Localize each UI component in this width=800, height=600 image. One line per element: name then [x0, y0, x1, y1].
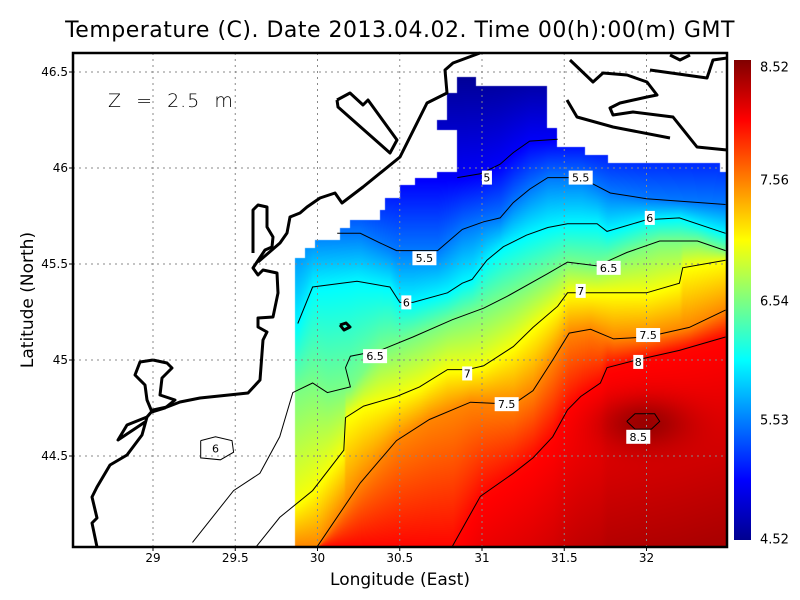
- y-tick-label: 45.5: [41, 257, 68, 271]
- contour-lines: [192, 138, 726, 547]
- contour-label: 5: [483, 172, 490, 185]
- coastline-segment: [565, 99, 671, 140]
- plot-frame: [71, 51, 729, 549]
- contour-label-background: [636, 328, 661, 343]
- y-axis-label: Latitude (North): [18, 231, 38, 369]
- contour-label: 7.5: [498, 398, 516, 411]
- coastline-segment: [257, 51, 481, 264]
- contour-line-8: [451, 336, 726, 547]
- x-tick-label: 29: [145, 551, 161, 565]
- contour-label: 6.5: [366, 350, 384, 363]
- contour-label: 7.5: [639, 329, 657, 342]
- x-tick-label: 30: [309, 551, 326, 565]
- contour-line-7: [256, 259, 726, 547]
- y-tick-label: 45: [52, 353, 68, 367]
- contour-label-background: [626, 429, 651, 444]
- contour-label: 7: [464, 367, 471, 380]
- y-tick-label: 46: [52, 161, 68, 175]
- contour-label-background: [575, 283, 586, 298]
- colorbar-tick-label: 7.56: [760, 173, 789, 189]
- contour-label-background: [481, 170, 492, 185]
- x-tick-label: 29.5: [221, 551, 249, 565]
- coastline-segment: [338, 321, 352, 332]
- x-tick-label: 32: [638, 551, 655, 565]
- contour-line-8-5: [626, 413, 661, 430]
- contour-line-5: [457, 138, 558, 179]
- colorbar-tick-label: 4.52: [760, 532, 789, 548]
- y-tick-label: 44.5: [41, 449, 68, 463]
- chart-title: Temperature (C). Date 2013.04.02. Time 0…: [65, 18, 735, 43]
- colorbar: [734, 60, 751, 540]
- coastline-segment: [116, 415, 148, 442]
- contour-label-background: [412, 251, 437, 266]
- contour-label-background: [462, 366, 473, 381]
- coastline-segment: [335, 91, 399, 155]
- contour-label-background: [644, 210, 655, 225]
- grid-lines: [69, 53, 727, 551]
- contour-labels: 5 5.5 5.5 6 6 6.5 6.5 7 7 7.5 7.5 8 6 8.5: [210, 170, 661, 456]
- contour-line-6: [200, 436, 235, 461]
- x-axis-label: Longitude (East): [330, 570, 470, 590]
- coastline-segment: [90, 203, 280, 548]
- contour-label-background: [633, 354, 644, 369]
- contour-label-background: [363, 349, 388, 364]
- contour-label-background: [210, 441, 221, 456]
- contour-label: 5.5: [416, 252, 434, 265]
- contour-label: 8: [635, 356, 642, 369]
- depth-annotation: Z = 2.5 m: [108, 90, 234, 112]
- x-tick-label: 31: [474, 551, 490, 565]
- coastline-segment: [568, 58, 728, 152]
- contour-line-6-5: [192, 240, 726, 543]
- coastline: [90, 51, 728, 548]
- contour-label: 5.5: [572, 172, 590, 185]
- contour-line-5-5: [337, 177, 726, 252]
- contour-label: 6: [403, 296, 410, 309]
- contour-label: 8.5: [630, 431, 648, 444]
- contour-label: 6: [646, 212, 653, 225]
- contour-label: 6: [212, 442, 219, 455]
- colorbar-tick-label: 8.52: [760, 60, 789, 76]
- colorbar-tick-label: 5.53: [760, 413, 789, 429]
- x-tick-label: 30.5: [386, 551, 414, 565]
- colorbar-tick-label: 6.54: [760, 294, 789, 310]
- coastline-segment: [669, 53, 691, 62]
- y-tick-label: 46.5: [41, 65, 68, 79]
- contour-label-background: [401, 295, 412, 310]
- contour-label: 6.5: [600, 262, 618, 275]
- contour-line-7-5: [317, 309, 726, 547]
- contour-label-background: [596, 260, 621, 275]
- contour-line-6: [297, 217, 726, 324]
- contour-label-background: [494, 397, 519, 412]
- coastline-segment: [133, 358, 177, 414]
- contour-label-background: [568, 170, 593, 185]
- x-tick-label: 31.5: [550, 551, 578, 565]
- coastline-segment: [649, 56, 728, 80]
- contour-label: 7: [577, 285, 584, 298]
